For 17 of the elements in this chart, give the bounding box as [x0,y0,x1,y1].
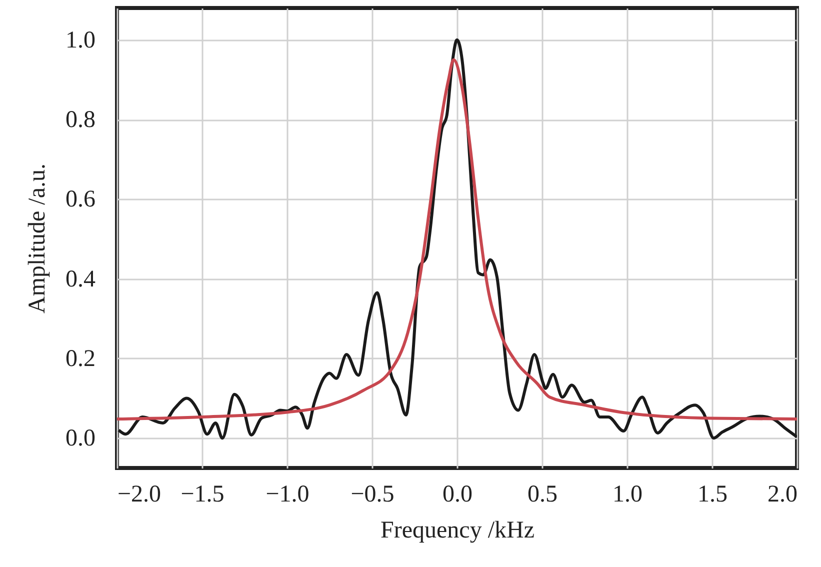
x-tick-label: 1.0 [612,482,642,508]
x-tick-label: −2.0 [118,482,162,508]
x-tick-label: 0.5 [528,482,558,508]
y-tick-label: 0.2 [66,346,96,372]
y-tick-label: 1.0 [66,27,96,54]
y-tick-label: 0.4 [66,266,96,292]
y-tick-label: 0.6 [66,186,96,213]
y-tick-label: 0.0 [66,426,96,452]
x-axis-title: Frequency /kHz [380,518,534,544]
y-axis-title: Amplitude /a.u. [24,164,50,314]
x-tick-label: −1.5 [180,482,224,508]
x-tick-label: −1.0 [266,482,310,508]
x-tick-label: 1.5 [698,482,728,508]
x-tick-label: 0.0 [442,482,472,508]
x-tick-label: 2.0 [768,482,798,508]
y-tick-label: 0.8 [66,107,96,134]
x-tick-label: −0.5 [350,482,394,508]
